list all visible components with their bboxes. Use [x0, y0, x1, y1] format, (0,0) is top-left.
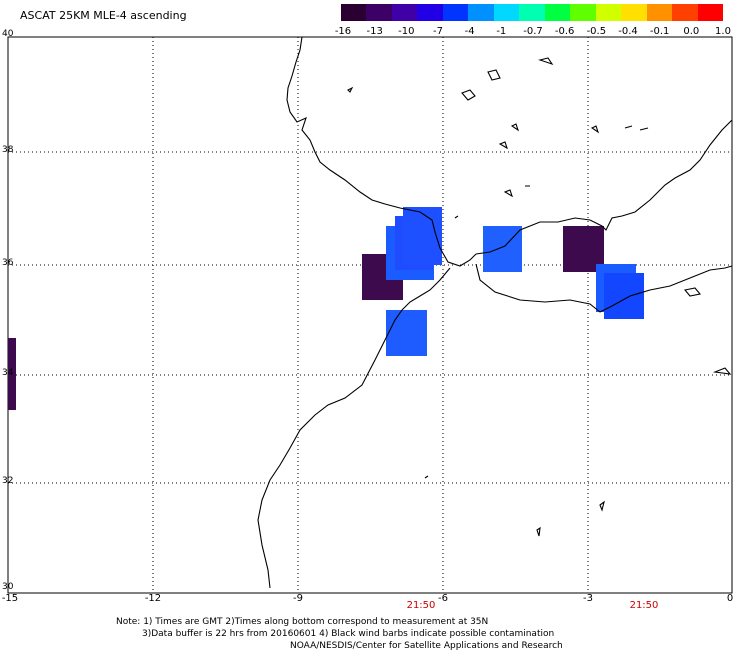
- data-cell: [403, 207, 442, 265]
- note-line-2: 3)Data buffer is 22 hrs from 20160601 4)…: [142, 629, 555, 639]
- lat-label-34: 34: [2, 368, 14, 378]
- data-cell: [604, 273, 644, 319]
- colorbar: [341, 4, 724, 21]
- colorbar-swatch: [697, 4, 724, 21]
- lon-label-9: -9: [293, 593, 303, 604]
- plot-frame: [7, 36, 733, 594]
- lat-label-36: 36: [2, 258, 14, 268]
- pass-time-label: 21:50: [629, 600, 659, 611]
- colorbar-label: -13: [366, 26, 383, 37]
- colorbar-swatch: [341, 4, 367, 21]
- colorbar-labels: -16 -13 -10 -7 -4 -1 -0.7 -0.6 -0.5 -0.4 -0.1 0.0 1.…: [330, 26, 734, 38]
- colorbar-label: -0.5: [586, 26, 607, 37]
- map-title: ASCAT 25KM MLE-4 ascending: [20, 9, 187, 22]
- lon-label-15: -15: [1, 593, 19, 604]
- colorbar-swatch: [391, 4, 418, 21]
- colorbar-label: -0.6: [554, 26, 575, 37]
- wind-data-cells: [8, 207, 644, 410]
- lat-label-38: 38: [2, 145, 14, 155]
- colorbar-swatch: [366, 4, 392, 21]
- colorbar-label: -0.1: [649, 26, 670, 37]
- colorbar-swatch: [570, 4, 596, 21]
- note-line-1: Note: 1) Times are GMT 2)Times along bot…: [116, 617, 489, 627]
- colorbar-label: 1.0: [715, 26, 731, 37]
- colorbar-swatch: [544, 4, 571, 21]
- colorbar-swatch: [672, 4, 698, 21]
- colorbar-swatch: [442, 4, 469, 21]
- data-cell: [8, 338, 16, 410]
- colorbar-swatch: [646, 4, 673, 21]
- colorbar-label: -1: [496, 26, 507, 37]
- footnote: Note: 1) Times are GMT 2)Times along bot…: [116, 616, 563, 652]
- lat-label-32: 32: [2, 476, 14, 486]
- lon-label-12: -12: [144, 593, 162, 604]
- colorbar-label: -10: [398, 26, 415, 37]
- lon-label-3: -3: [583, 593, 593, 604]
- colorbar-label: -7: [433, 26, 443, 37]
- colorbar-label: -16: [334, 26, 352, 37]
- colorbar-swatch: [519, 4, 545, 21]
- colorbar-swatch: [621, 4, 647, 21]
- colorbar-swatch: [493, 4, 520, 21]
- lat-label-30: 30: [2, 582, 14, 592]
- colorbar-label: -0.7: [523, 26, 543, 37]
- graticule: [8, 37, 732, 593]
- colorbar-label: -4: [464, 26, 475, 37]
- colorbar-swatch: [468, 4, 494, 21]
- lon-label-0: 0: [726, 593, 734, 604]
- pass-time-label: 21:50: [406, 600, 436, 611]
- colorbar-swatch: [417, 4, 443, 21]
- data-cell: [386, 310, 427, 356]
- note-line-3: NOAA/NESDIS/Center for Satellite Applica…: [290, 641, 563, 651]
- colorbar-label: 0.0: [683, 26, 700, 37]
- colorbar-label: -0.4: [618, 26, 638, 37]
- colorbar-swatch: [595, 4, 622, 21]
- coastline: [257, 36, 733, 589]
- data-cell: [483, 226, 522, 272]
- lat-label-40: 40: [2, 29, 14, 39]
- lon-label-6: -6: [438, 593, 448, 604]
